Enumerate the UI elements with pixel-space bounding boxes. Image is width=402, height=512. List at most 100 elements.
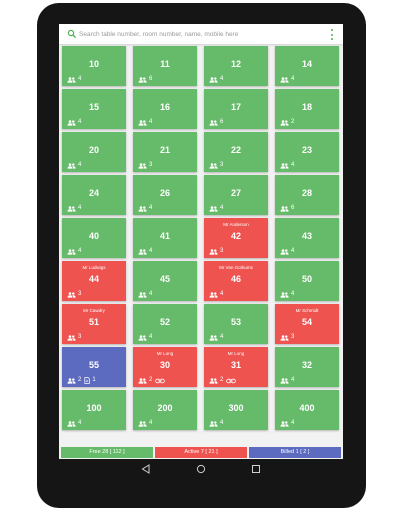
table-tile[interactable]: 18 2 (275, 89, 339, 129)
tile-footer: 2 (209, 377, 238, 384)
tile-footer: 3 (67, 334, 84, 341)
table-number: 11 (160, 59, 170, 69)
people-icon (138, 334, 147, 341)
guest-count: 6 (220, 119, 224, 125)
tile-footer: 3 (67, 291, 84, 298)
table-number: 15 (88, 102, 99, 112)
table-number: 14 (301, 59, 312, 69)
table-tile[interactable]: 200 4 (133, 390, 197, 430)
table-tile[interactable]: 15 4 (62, 89, 126, 129)
guest-count: 4 (291, 377, 295, 383)
link-icon (155, 378, 166, 384)
table-tile[interactable]: 20 4 (62, 132, 126, 172)
table-tile[interactable]: 400 4 (275, 390, 339, 430)
people-icon (280, 334, 289, 341)
guest-count: 4 (220, 291, 224, 297)
guest-count: 3 (220, 248, 224, 254)
table-tile[interactable]: 100 4 (62, 390, 126, 430)
people-icon (209, 334, 218, 341)
table-number: 10 (88, 59, 99, 69)
table-tile[interactable]: 12 4 (204, 46, 268, 86)
guest-count: 2 (78, 377, 82, 383)
table-tile[interactable]: 41 4 (133, 218, 197, 258)
active-tables-button[interactable]: Active 7 [ 21 ] (155, 447, 247, 458)
people-icon (209, 377, 218, 384)
guest-count: 4 (220, 205, 224, 211)
tile-footer: 4 (280, 420, 297, 427)
people-icon (138, 76, 147, 83)
people-icon (209, 205, 218, 212)
people-icon (138, 205, 147, 212)
table-tile[interactable]: 24 4 (62, 175, 126, 215)
guest-count: 4 (78, 420, 82, 426)
table-tile[interactable]: 55 2 1 (62, 347, 126, 387)
table-tile[interactable]: 40 4 (62, 218, 126, 258)
free-tables-button[interactable]: Free 28 [ 112 ] (61, 447, 153, 458)
table-number: 17 (230, 102, 241, 112)
tile-footer: 4 (138, 420, 155, 427)
people-icon (138, 291, 147, 298)
table-tile[interactable]: 11 6 (133, 46, 197, 86)
table-tile[interactable]: 21 3 (133, 132, 197, 172)
table-tile[interactable]: 300 4 (204, 390, 268, 430)
table-tile[interactable]: 14 4 (275, 46, 339, 86)
table-tile[interactable]: 17 6 (204, 89, 268, 129)
tile-footer: 3 (209, 162, 226, 169)
billed-tables-button[interactable]: Billed 1 [ 2 ] (249, 447, 341, 458)
tile-footer: 4 (280, 291, 297, 298)
table-tile[interactable]: 53 4 (204, 304, 268, 344)
table-tile[interactable]: Mr Ludwigs 44 3 (62, 261, 126, 301)
table-tile[interactable]: 50 4 (275, 261, 339, 301)
table-tile[interactable]: Mr Schmidt 54 3 (275, 304, 339, 344)
guest-count: 3 (220, 162, 224, 168)
tile-footer: 4 (138, 119, 155, 126)
table-tile[interactable]: 16 4 (133, 89, 197, 129)
home-icon[interactable] (196, 464, 206, 474)
people-icon (209, 162, 218, 169)
more-vert-icon[interactable] (329, 29, 335, 40)
table-tile[interactable]: 32 4 (275, 347, 339, 387)
tile-footer: 3 (209, 248, 226, 255)
table-number: 100 (86, 403, 102, 413)
tile-footer: 6 (280, 205, 297, 212)
tile-footer: 4 (67, 420, 84, 427)
search-input[interactable] (79, 27, 309, 41)
table-tile[interactable]: 27 4 (204, 175, 268, 215)
guest-name: Mr Cawdry (83, 308, 105, 313)
table-number: 23 (301, 145, 312, 155)
table-tile[interactable]: Mr Long 31 2 (204, 347, 268, 387)
table-number: 27 (230, 188, 241, 198)
search-icon (67, 29, 77, 39)
table-tile[interactable]: 26 4 (133, 175, 197, 215)
table-tile[interactable]: Mr Cawdry 51 3 (62, 304, 126, 344)
bill-icon (84, 377, 91, 384)
table-tile[interactable]: Mr Van Gorkums 46 4 (204, 261, 268, 301)
table-tile[interactable]: 23 4 (275, 132, 339, 172)
back-icon[interactable] (141, 464, 151, 474)
table-number: 54 (301, 317, 312, 327)
guest-count: 4 (149, 420, 153, 426)
tile-footer: 4 (138, 248, 155, 255)
status-bar: Free 28 [ 112 ] Active 7 [ 21 ] Billed 1… (59, 446, 343, 459)
table-tile[interactable]: Mr Long 30 2 (133, 347, 197, 387)
guest-count: 4 (149, 334, 153, 340)
recents-icon[interactable] (251, 464, 261, 474)
table-tile[interactable]: 45 4 (133, 261, 197, 301)
table-tile[interactable]: 52 4 (133, 304, 197, 344)
tile-footer: 3 (280, 334, 297, 341)
table-tile[interactable]: 28 6 (275, 175, 339, 215)
table-number: 26 (159, 188, 170, 198)
people-icon (138, 420, 147, 427)
people-icon (209, 76, 218, 83)
people-icon (138, 248, 147, 255)
tile-footer: 4 (280, 248, 297, 255)
table-tile[interactable]: 10 4 (62, 46, 126, 86)
app-screen: 1041161241441541641761822042132232342442… (59, 24, 343, 459)
guest-name: Mr Schmidt (295, 308, 319, 313)
android-navbar (59, 459, 343, 479)
table-tile[interactable]: 22 3 (204, 132, 268, 172)
table-tile[interactable]: 43 4 (275, 218, 339, 258)
tile-footer: 2 (280, 119, 297, 126)
table-tile[interactable]: Mr Anderson 42 3 (204, 218, 268, 258)
tile-footer: 4 (67, 248, 84, 255)
